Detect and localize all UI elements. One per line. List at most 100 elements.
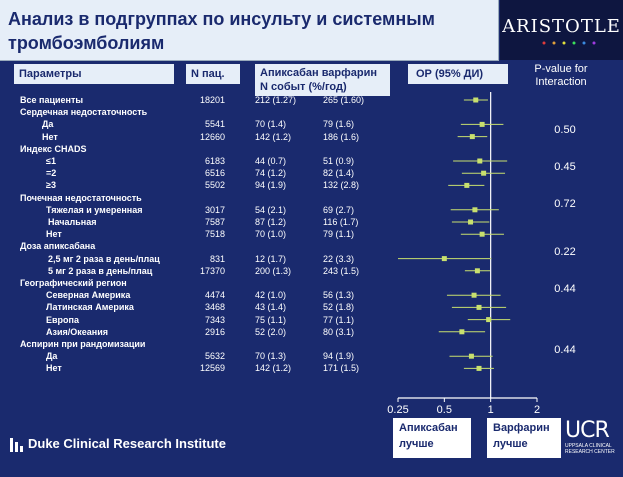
logo-dots xyxy=(542,41,596,45)
row-label: ≥3 xyxy=(46,180,56,191)
row-warfarin: 243 (1.5) xyxy=(323,265,360,276)
title-box: Анализ в подгруппах по инсульту и систем… xyxy=(0,0,499,61)
pvalue: 0.50 xyxy=(554,124,576,137)
table-row: Азия/Океания 2916 52 (2.0) 80 (3.1) xyxy=(0,326,623,338)
row-label: Азия/Океания xyxy=(46,326,108,337)
table-row: ≤1 6183 44 (0.7) 51 (0.9) xyxy=(0,155,623,167)
row-label: Да xyxy=(46,351,58,362)
x-tick-label: 0.5 xyxy=(437,404,452,416)
table-row: Индекс CHADS xyxy=(0,143,623,155)
row-warfarin: 171 (1.5) xyxy=(323,363,360,374)
pvalue-header: P-value for Interaction xyxy=(534,63,588,88)
point-estimate xyxy=(486,317,492,323)
row-warfarin: 80 (3.1) xyxy=(323,326,355,337)
table-row: Нет 7518 70 (1.0) 79 (1.1) xyxy=(0,228,623,240)
duke-label: Duke Clinical Research Institute xyxy=(28,436,226,451)
ucr-text: UCR xyxy=(565,418,610,443)
logo-text: ARISTOTLE xyxy=(502,16,621,37)
row-warfarin: 79 (1.6) xyxy=(323,119,355,130)
drugs-header: Апиксабан варфарин N событ (%/год) xyxy=(255,64,390,96)
point-estimate xyxy=(469,134,475,140)
point-estimate xyxy=(476,365,482,371)
row-warfarin: 116 (1.7) xyxy=(323,217,359,227)
n-header: N пац. xyxy=(186,64,240,84)
pvalue: 0.44 xyxy=(554,283,576,295)
row-n: 18201 xyxy=(199,95,225,105)
row-label: Географический регион xyxy=(20,278,127,288)
table-row: Да 5541 70 (1.4) 79 (1.6) xyxy=(0,118,623,130)
pvalue: 0.22 xyxy=(554,246,576,259)
row-apixaban: 142 (1.2) xyxy=(255,131,292,142)
row-label: Тяжелая и умеренная xyxy=(46,204,143,215)
x-tick-label: 0.25 xyxy=(387,404,408,416)
table-row: Да 5632 70 (1.3) 94 (1.9) xyxy=(0,350,623,362)
row-apixaban: 142 (1.2) xyxy=(255,363,292,374)
drugs-header-line1: Апиксабан варфарин xyxy=(260,67,378,79)
table-row: Доза апиксабана xyxy=(0,240,623,252)
row-n: 6183 xyxy=(204,156,225,166)
row-label: Северная Америка xyxy=(46,290,131,301)
row-label: Начальная xyxy=(48,217,97,227)
table-row: Нет 12569 142 (1.2) 171 (1.5) xyxy=(0,362,623,374)
table-row: Аспирин при рандомизации xyxy=(0,338,623,350)
row-n: 17370 xyxy=(199,265,225,276)
row-label: Доза апиксабана xyxy=(20,241,96,252)
table-row: ≥3 5502 94 (1.9) 132 (2.8) xyxy=(0,179,623,191)
pvalue: 0.72 xyxy=(554,197,576,210)
params-header: Параметры xyxy=(14,64,174,84)
row-label: Латинская Америка xyxy=(46,302,134,313)
table-row: Нет 12660 142 (1.2) 186 (1.6) xyxy=(0,131,623,143)
row-apixaban: 54 (2.1) xyxy=(255,204,287,215)
row-label: Все пациенты xyxy=(20,95,84,105)
row-apixaban: 200 (1.3) xyxy=(255,265,292,276)
table-row: 5 мг 2 раза в день/плац 17370 200 (1.3) 243… xyxy=(0,265,623,277)
row-label: 5 мг 2 раза в день/плац xyxy=(48,265,153,276)
row-label: Да xyxy=(42,119,54,130)
row-apixaban: 43 (1.4) xyxy=(255,302,287,313)
point-estimate xyxy=(464,182,470,188)
row-apixaban: 74 (1.2) xyxy=(255,168,287,179)
row-apixaban: 70 (1.4) xyxy=(255,119,287,130)
warfarin-better-line1: Варфарин xyxy=(493,422,550,434)
row-apixaban: 94 (1.9) xyxy=(255,180,287,191)
row-warfarin: 132 (2.8) xyxy=(323,180,360,191)
or-header-label: ОР (95% ДИ) xyxy=(416,68,484,80)
row-n: 5632 xyxy=(204,351,225,362)
x-tick-label: 1 xyxy=(488,404,494,416)
point-estimate xyxy=(441,256,447,262)
point-estimate xyxy=(479,231,485,237)
row-apixaban: 12 (1.7) xyxy=(255,253,287,264)
row-label: Сердечная недостаточность xyxy=(20,107,148,118)
table-row: 2,5 мг 2 раза в день/плац 831 12 (1.7) 22 (… xyxy=(0,253,623,265)
or-header: ОР (95% ДИ) xyxy=(408,64,508,84)
table-row: Тяжелая и умеренная 3017 54 (2.1) 69 (2.7) xyxy=(0,204,623,216)
row-warfarin: 186 (1.6) xyxy=(323,131,360,142)
row-n: 7343 xyxy=(204,314,225,325)
point-estimate xyxy=(472,207,478,213)
row-warfarin: 94 (1.9) xyxy=(323,351,355,362)
table-row: Северная Америка 4474 42 (1.0) 56 (1.3) xyxy=(0,289,623,301)
row-warfarin: 22 (3.3) xyxy=(323,253,355,264)
point-estimate xyxy=(473,97,479,103)
row-label: Европа xyxy=(46,314,79,325)
row-n: 7518 xyxy=(204,229,225,240)
apixaban-better-line1: Апиксабан xyxy=(399,422,458,434)
row-n: 5541 xyxy=(204,119,225,130)
ucr-subtext: UPPSALA CLINICAL RESEARCH CENTER xyxy=(565,443,615,455)
row-n: 12660 xyxy=(199,131,225,142)
row-label: ≤1 xyxy=(46,156,56,166)
row-warfarin: 69 (2.7) xyxy=(323,204,355,215)
row-label: Нет xyxy=(46,229,62,240)
n-header-label: N пац. xyxy=(191,68,225,80)
drugs-header-line2: N событ (%/год) xyxy=(260,81,347,93)
row-label: Почечная недостаточность xyxy=(20,192,142,203)
row-n: 831 xyxy=(209,253,225,264)
row-apixaban: 52 (2.0) xyxy=(255,326,287,337)
table-row: Сердечная недостаточность xyxy=(0,106,623,118)
row-label: Нет xyxy=(42,131,58,142)
pvalue: 0.44 xyxy=(554,344,576,356)
duke-logo-icon xyxy=(10,438,23,452)
row-n: 7587 xyxy=(204,217,225,227)
